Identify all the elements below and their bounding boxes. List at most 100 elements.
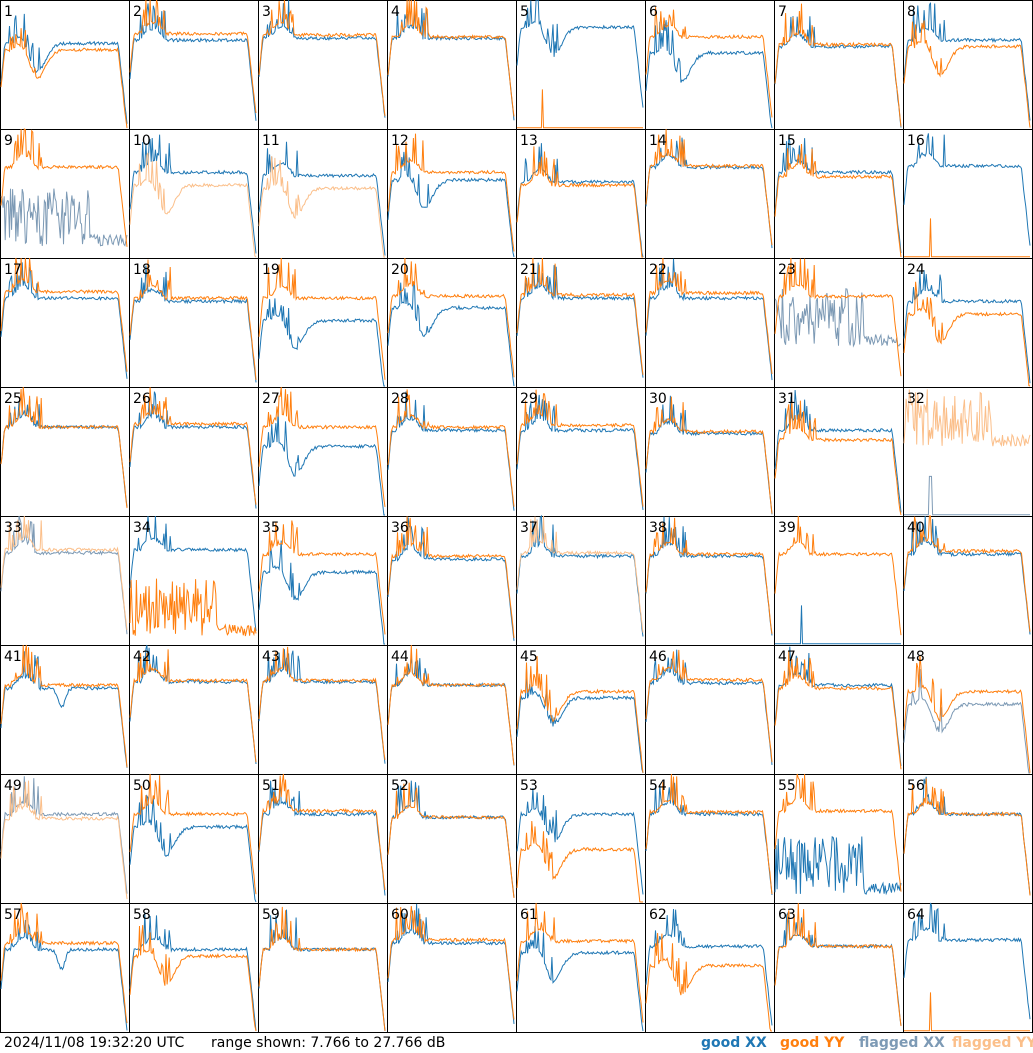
series-xx-line: [258, 298, 385, 387]
series-yy-line: [645, 396, 773, 514]
series-yy-line: [0, 902, 128, 1024]
series-xx-line: [645, 649, 773, 765]
series-xx-line: [0, 919, 128, 1031]
series-xx-line: [516, 926, 644, 1032]
series-yy-line: [129, 387, 257, 505]
series-xx-line: [258, 409, 385, 516]
series-yy-line: [0, 780, 128, 900]
panel-number-label: 35: [262, 520, 280, 536]
panel-30: 30: [645, 387, 775, 517]
series-yy-line: [387, 257, 515, 378]
series-xx-line: [645, 20, 773, 129]
series-yy-line: [903, 389, 1031, 448]
series-yy-line: [645, 932, 772, 1032]
panel-frame: [258, 774, 388, 904]
panel-number-label: 7: [778, 4, 787, 20]
panel-number-label: 54: [649, 778, 667, 794]
series-yy-line: [258, 906, 386, 1031]
panel-44: 44: [387, 644, 517, 775]
panel-number-label: 55: [778, 778, 796, 794]
panel-frame: [0, 774, 130, 904]
panel-54: 54: [645, 773, 775, 904]
series-xx-line: [516, 143, 644, 258]
panel-61: 61: [516, 902, 646, 1033]
panel-47: 47: [774, 645, 904, 775]
series-yy-line: [129, 578, 257, 637]
series-xx-line: [903, 2, 1031, 121]
panel-number-label: 41: [4, 649, 22, 665]
series-xx-line: [645, 516, 773, 636]
series-xx-line: [387, 903, 515, 1024]
panel-16: 16: [903, 129, 1033, 259]
panel-53: 53: [516, 774, 646, 904]
panel-5: 5: [516, 0, 646, 130]
panel-46: 46: [645, 645, 775, 775]
range-label: range shown: 7.766 to 27.766 dB: [211, 1035, 446, 1051]
panel-number-label: 12: [391, 133, 409, 149]
panel-12: 12: [387, 129, 517, 259]
series-xx-line: [774, 836, 902, 896]
series-yy-line: [258, 156, 385, 258]
legend-good-yy: good YY: [780, 1035, 845, 1051]
series-yy-line: [258, 0, 386, 117]
panel-number-label: 5: [520, 4, 529, 20]
panel-number-label: 23: [778, 262, 796, 278]
panel-43: 43: [258, 645, 388, 775]
series-xx-line: [774, 288, 902, 348]
panel-41: 41: [0, 644, 130, 775]
panel-15: 15: [774, 129, 904, 259]
series-yy-line: [258, 646, 386, 760]
panel-62: 62: [645, 903, 775, 1033]
panel-57: 57: [0, 902, 130, 1033]
timestamp: 2024/11/08 19:32:20 UTC: [4, 1035, 185, 1051]
series-yy-line: [0, 644, 128, 768]
panel-9: 9: [0, 128, 130, 259]
panel-49: 49: [0, 774, 130, 904]
panel-17: 17: [0, 257, 130, 388]
series-xx-line: [387, 780, 515, 898]
panel-frame: [129, 387, 259, 517]
panel-frame: [387, 903, 517, 1033]
series-yy-line: [387, 389, 515, 507]
panel-60: 60: [387, 903, 517, 1033]
series-yy-line: [516, 656, 644, 773]
panel-number-label: 62: [649, 907, 667, 923]
series-yy-line: [903, 281, 1031, 387]
series-yy-line: [903, 20, 1031, 128]
panel-number-label: 30: [649, 391, 667, 407]
panel-33: 33: [0, 515, 130, 646]
panel-frame: [258, 516, 388, 646]
panel-27: 27: [258, 386, 388, 517]
panel-number-label: 58: [133, 907, 151, 923]
panel-number-label: 15: [778, 133, 796, 149]
series-xx-line: [387, 144, 515, 258]
series-xx-line: [129, 134, 257, 254]
series-yy-line: [645, 517, 773, 634]
panel-number-label: 14: [649, 133, 667, 149]
panel-number-label: 44: [391, 649, 409, 665]
series-xx-line: [903, 902, 1031, 1020]
panel-frame: [645, 0, 775, 130]
panel-59: 59: [258, 903, 388, 1033]
panel-number-label: 37: [520, 520, 538, 536]
series-yy-line: [516, 389, 644, 507]
series-xx-line: [387, 282, 515, 387]
panel-37: 37: [516, 514, 646, 646]
series-xx-line: [774, 389, 902, 513]
series-yy-line: [774, 773, 902, 892]
panel-number-label: 57: [4, 907, 22, 923]
legend-good-xx: good XX: [701, 1035, 767, 1051]
panel-40: 40: [903, 515, 1033, 646]
panel-number-label: 53: [520, 778, 538, 794]
series-yy-line: [516, 257, 644, 375]
series-yy-line: [645, 7, 773, 118]
series-yy-line: [774, 3, 902, 127]
panel-number-label: 51: [262, 778, 280, 794]
series-xx-line: [774, 646, 902, 766]
panel-1: 1: [0, 0, 130, 130]
series-yy-line: [517, 89, 643, 129]
series-yy-line: [387, 782, 515, 898]
series-xx-line: [129, 265, 257, 383]
panel-6: 6: [645, 0, 775, 130]
